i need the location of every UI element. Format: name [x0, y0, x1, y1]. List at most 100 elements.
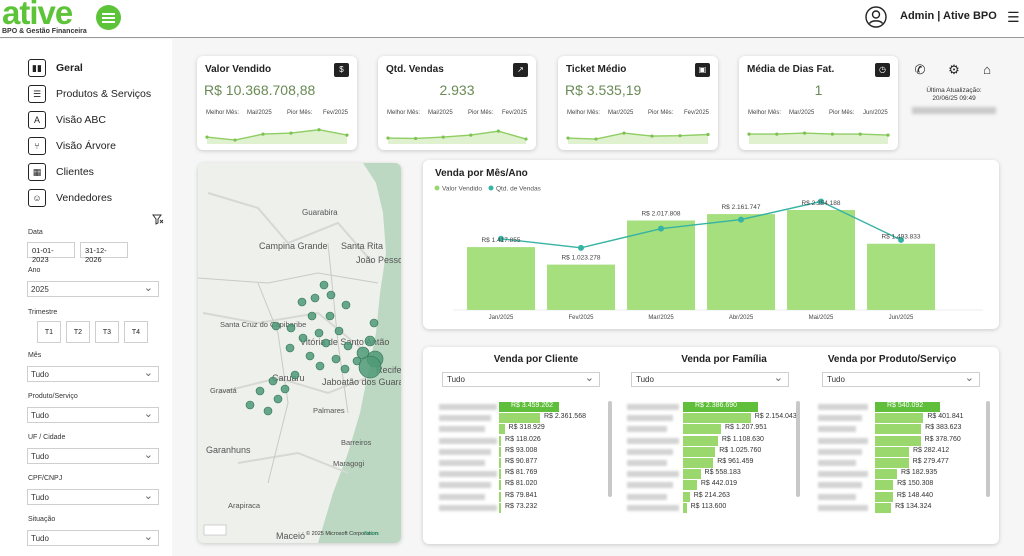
trimestre-t4[interactable]: T4	[124, 321, 148, 343]
qtd-point[interactable]	[898, 236, 904, 243]
map-bubble[interactable]	[268, 376, 278, 386]
scrollbar[interactable]	[986, 401, 990, 497]
cpf-dropdown[interactable]: Tudo	[27, 489, 159, 505]
table-row[interactable]: R$ 1.207.951	[627, 423, 797, 435]
map[interactable]: Guarabira Campina Grande Santa Rita João…	[198, 163, 401, 543]
nav-clientes[interactable]: ▦ Clientes	[28, 163, 94, 181]
map-bubble[interactable]	[358, 355, 382, 379]
table-row[interactable]: R$ 1.108.630	[627, 435, 797, 446]
monthly-chart[interactable]: Valor Vendido Qtd. de Vendas Jan/2025 R$ 1…	[423, 160, 999, 329]
trimestre-t3[interactable]: T3	[95, 321, 119, 343]
qtd-point[interactable]	[658, 225, 664, 232]
scrollbar[interactable]	[608, 401, 612, 497]
map-bubble[interactable]	[321, 338, 331, 348]
uf-dropdown[interactable]: Tudo	[27, 448, 159, 464]
situacao-dropdown[interactable]: Tudo	[27, 530, 159, 546]
nav-vendedores[interactable]: ☺ Vendedores	[28, 189, 112, 207]
table-row[interactable]: R$ 558.183	[627, 468, 797, 480]
map-bubble[interactable]	[263, 406, 273, 416]
gear-icon[interactable]: ⚙	[948, 62, 960, 77]
nav-visao-arvore[interactable]: ⑂ Visão Árvore	[28, 137, 116, 155]
nav-geral[interactable]: ▮▮ Geral	[28, 59, 83, 77]
table-row[interactable]: R$ 3.459.262	[439, 401, 614, 412]
table-row[interactable]: R$ 2.154.043	[627, 412, 797, 424]
chart-bar[interactable]	[707, 214, 775, 310]
table-row[interactable]: R$ 113.600	[627, 502, 797, 513]
table-row[interactable]: R$ 134.324	[818, 502, 983, 513]
user-avatar-icon[interactable]	[865, 6, 887, 28]
produto-dropdown[interactable]: Tudo	[27, 407, 159, 423]
map-bubble[interactable]	[285, 343, 295, 353]
map-bubble[interactable]	[271, 321, 281, 331]
table-row[interactable]: R$ 81.020	[439, 479, 614, 491]
table-row[interactable]: R$ 81.769	[439, 468, 614, 480]
whatsapp-icon[interactable]: ✆	[914, 62, 926, 77]
map-bubble[interactable]	[290, 370, 300, 380]
nav-visao-abc[interactable]: A Visão ABC	[28, 111, 106, 129]
clear-filter-icon[interactable]	[152, 214, 164, 225]
ano-dropdown[interactable]: 2025	[27, 281, 159, 297]
map-bubble[interactable]	[319, 280, 329, 290]
table-row[interactable]: R$ 90.877	[439, 457, 614, 468]
table-row[interactable]: R$ 79.841	[439, 491, 614, 502]
map-bubble[interactable]	[255, 386, 265, 396]
chart-bar[interactable]	[787, 210, 855, 310]
table-row[interactable]: R$ 961.459	[627, 457, 797, 468]
table-row[interactable]: R$ 401.841	[818, 412, 983, 424]
table-row[interactable]: R$ 73.232	[439, 502, 614, 513]
mes-dropdown[interactable]: Tudo	[27, 366, 159, 382]
trimestre-t2[interactable]: T2	[66, 321, 90, 343]
table-row[interactable]: R$ 378.760	[818, 435, 983, 446]
chart-bar[interactable]	[547, 264, 615, 310]
map-bubble[interactable]	[369, 318, 379, 328]
chart-bar[interactable]	[467, 247, 535, 310]
produto-filter-dropdown[interactable]: Tudo	[822, 371, 980, 387]
map-card[interactable]: Guarabira Campina Grande Santa Rita João…	[198, 163, 401, 543]
table-row[interactable]: R$ 93.008	[439, 446, 614, 457]
table-row[interactable]: R$ 2.386.690	[627, 401, 797, 412]
table-row[interactable]: R$ 182.935	[818, 468, 983, 480]
table-row[interactable]: R$ 279.477	[818, 457, 983, 468]
familia-filter-dropdown[interactable]: Tudo	[631, 371, 789, 387]
table-row[interactable]: R$ 540.092	[818, 401, 983, 412]
map-bubble[interactable]	[315, 361, 325, 371]
home-icon[interactable]: ⌂	[983, 62, 991, 77]
date-to-field[interactable]: 31-12-2026	[80, 242, 128, 264]
map-bubble[interactable]	[307, 311, 317, 321]
hamburger-icon[interactable]: ☰	[1007, 9, 1020, 25]
map-bubble[interactable]	[286, 323, 296, 333]
table-row[interactable]: R$ 214.263	[627, 491, 797, 502]
table-row[interactable]: R$ 442.019	[627, 479, 797, 491]
date-from-field[interactable]: 01-01-2023	[27, 242, 75, 264]
map-terms-link[interactable]: Terms	[364, 531, 379, 537]
map-bubble[interactable]	[298, 333, 308, 343]
cliente-filter-dropdown[interactable]: Tudo	[442, 371, 600, 387]
table-row[interactable]: R$ 148.440	[818, 491, 983, 502]
table-row[interactable]: R$ 118.026	[439, 435, 614, 446]
qtd-point[interactable]	[818, 198, 824, 205]
menu-icon[interactable]	[96, 5, 121, 30]
qtd-point[interactable]	[498, 235, 504, 242]
table-row[interactable]: R$ 383.623	[818, 423, 983, 435]
map-bubble[interactable]	[331, 354, 341, 364]
map-bubbles[interactable]	[245, 280, 384, 416]
map-bubble[interactable]	[325, 311, 335, 321]
table-row[interactable]: R$ 1.025.760	[627, 446, 797, 457]
map-bubble[interactable]	[343, 341, 353, 351]
chart-bar[interactable]	[627, 220, 695, 310]
map-bubble[interactable]	[326, 290, 336, 300]
table-row[interactable]: R$ 2.361.568	[439, 412, 614, 424]
table-row[interactable]: R$ 150.308	[818, 479, 983, 491]
map-bubble[interactable]	[364, 335, 376, 347]
qtd-point[interactable]	[738, 216, 744, 223]
table-row[interactable]: R$ 318.929	[439, 423, 614, 435]
map-bubble[interactable]	[314, 328, 324, 338]
nav-produtos[interactable]: ☰ Produtos & Serviços	[28, 85, 151, 103]
map-bubble[interactable]	[310, 293, 320, 303]
chart-bar[interactable]	[867, 243, 935, 310]
map-bubble[interactable]	[297, 297, 307, 307]
trimestre-t1[interactable]: T1	[37, 321, 61, 343]
map-bubble[interactable]	[280, 384, 290, 394]
qtd-point[interactable]	[578, 244, 584, 251]
map-bubble[interactable]	[340, 364, 350, 374]
